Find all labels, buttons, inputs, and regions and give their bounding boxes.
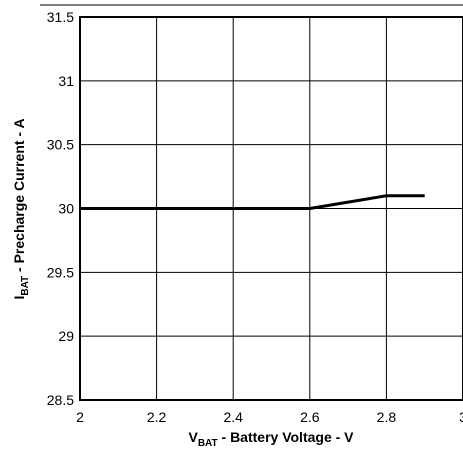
y-tick-label: 30.5 [47,137,74,153]
x-tick-label: 3 [459,409,463,425]
y-tick-label: 28.5 [47,392,74,408]
y-tick-label: 29 [58,328,74,344]
y-axis-title: IBAT - Precharge Current - A [11,118,31,299]
x-tick-label: 2.4 [223,409,243,425]
grid [80,17,463,400]
y-tick-label: 30 [58,201,74,217]
x-tick-labels: 2 2.2 2.4 2.6 2.8 3 [76,409,463,425]
x-tick-label: 2.6 [300,409,320,425]
y-tick-labels: 28.5 29 29.5 30 30.5 31 31.5 [47,9,74,408]
series-line [80,194,425,210]
y-tick-label: 31 [58,73,74,89]
series-layer [80,194,425,210]
x-axis-title: VBAT - Battery Voltage - V [188,429,354,449]
y-tick-label: 29.5 [47,264,74,280]
x-tick-label: 2.2 [147,409,167,425]
y-tick-label: 31.5 [47,9,74,25]
x-tick-label: 2 [76,409,84,425]
x-tick-label: 2.8 [377,409,397,425]
